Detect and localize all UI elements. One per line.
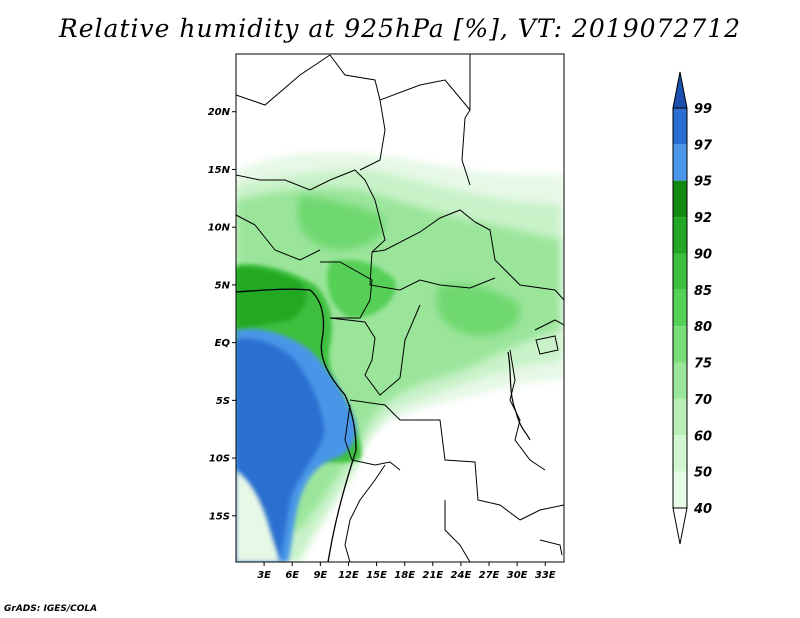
lat-tick-label: 5S: [216, 396, 230, 407]
country-borders: [236, 54, 564, 562]
colorbar-outline: [672, 107, 688, 509]
colorbar-label: 99: [694, 102, 712, 117]
colorbar-box: [673, 362, 687, 399]
colorbar-box: [673, 217, 687, 254]
lat-tick-label: EQ: [215, 338, 231, 349]
longitude-axis: 3E 6E 9E 12E 15E 18E 21E 24E 27E 30E 33E: [257, 562, 556, 581]
colorbar-box: [673, 253, 687, 290]
colorbar-label: 40: [693, 502, 712, 517]
colorbar-label: 92: [694, 211, 712, 226]
lake-tanganyika: [507, 351, 531, 441]
lat-tick-label: 5N: [215, 280, 231, 291]
lat-tick-label: 10N: [208, 223, 231, 234]
colorbar-box: [673, 435, 687, 472]
colorbar: 99 97 95 92 90 85 80 75 70 60 50 40: [672, 71, 713, 545]
grads-credit: GrADS: IGES/COLA: [4, 604, 98, 614]
lat-tick-label: 10S: [209, 454, 230, 465]
colorbar-box: [673, 180, 687, 218]
lon-tick-label: 9E: [313, 570, 327, 581]
lon-tick-label: 21E: [422, 570, 443, 581]
colorbar-label: 90: [694, 247, 712, 262]
humidity-field: [236, 54, 564, 562]
colorbar-box: [673, 398, 687, 436]
lon-tick-label: 6E: [285, 570, 299, 581]
colorbar-box: [673, 108, 687, 145]
lon-tick-label: 18E: [394, 570, 415, 581]
colorbar-min-triangle: [672, 507, 688, 545]
colorbar-label: 60: [694, 429, 712, 444]
colorbar-box: [673, 144, 687, 181]
lake-victoria: [535, 335, 559, 355]
latitude-axis: 20N 15N 10N 5N EQ 5S 10S 15S: [208, 107, 236, 522]
lat-tick-label: 15N: [208, 165, 231, 176]
colorbar-box: [673, 289, 687, 327]
lon-tick-label: 3E: [257, 570, 271, 581]
colorbar-box: [673, 326, 687, 363]
lon-tick-label: 12E: [338, 570, 359, 581]
lon-tick-label: 30E: [507, 570, 528, 581]
lon-tick-label: 33E: [535, 570, 556, 581]
map-frame: [235, 53, 565, 563]
colorbar-label: 80: [694, 320, 712, 335]
colorbar-label: 50: [694, 466, 712, 481]
colorbar-label: 75: [694, 357, 712, 372]
lat-tick-label: 15S: [209, 511, 230, 522]
chart-title: Relative humidity at 925hPa [%], VT: 201…: [58, 14, 742, 43]
colorbar-label: 85: [694, 284, 712, 299]
lon-tick-label: 15E: [366, 570, 387, 581]
coastline: [236, 288, 357, 562]
lon-tick-label: 24E: [451, 570, 472, 581]
colorbar-max-triangle: [672, 71, 688, 109]
colorbar-label: 95: [694, 175, 712, 190]
lon-tick-label: 27E: [479, 570, 500, 581]
colorbar-box: [673, 471, 687, 508]
lat-tick-label: 20N: [208, 107, 231, 118]
colorbar-label: 97: [694, 138, 713, 153]
colorbar-label: 70: [694, 393, 712, 408]
